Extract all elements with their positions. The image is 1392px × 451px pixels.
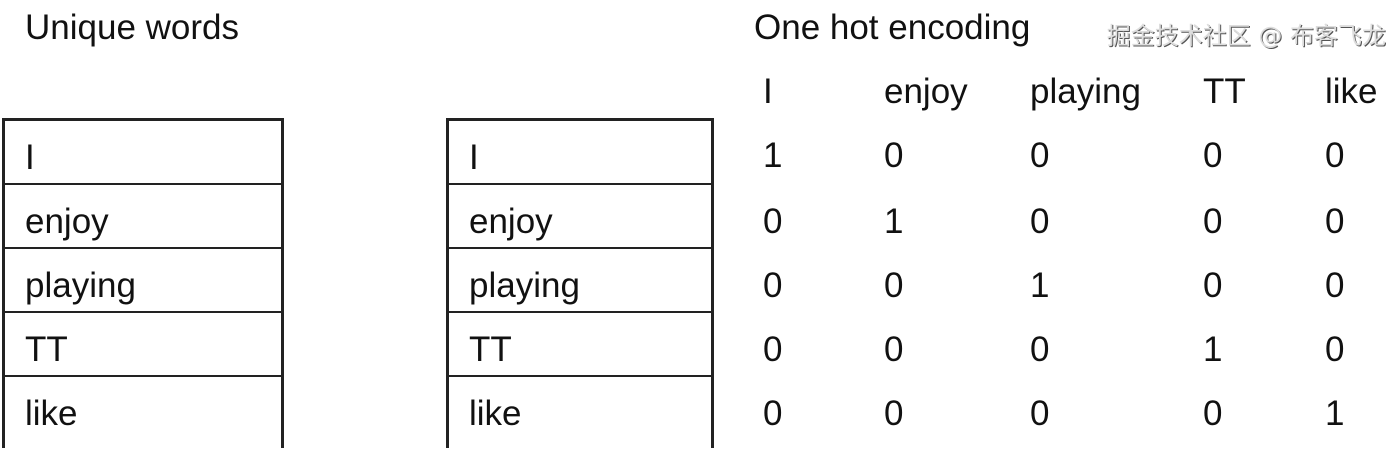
matrix-cell: 0 [763,202,783,241]
matrix-cell: 0 [1030,394,1050,433]
matrix-cell: 0 [1030,330,1050,369]
matrix-cell: 0 [1325,330,1345,369]
table-row: playing [449,249,711,313]
matrix-column-header: I [763,72,773,111]
table-row: I [5,121,281,185]
matrix-column-header: enjoy [884,72,968,111]
matrix-column-header: TT [1203,72,1246,111]
matrix-cell: 0 [1030,202,1050,241]
one-hot-title: One hot encoding [754,8,1031,47]
matrix-cell: 1 [1325,394,1345,433]
table-row: like [469,394,522,433]
matrix-cell: 0 [763,330,783,369]
unique-words-table: I enjoy playing TT like [2,118,284,448]
matrix-cell: 0 [763,266,783,305]
table-row: TT [5,313,281,377]
table-row: enjoy [449,185,711,249]
matrix-cell: 0 [884,394,904,433]
unique-words-title: Unique words [25,8,239,47]
table-row: I [449,121,711,185]
matrix-cell: 0 [884,266,904,305]
matrix-cell: 0 [884,136,904,175]
table-row: enjoy [5,185,281,249]
watermark: 掘金技术社区 @ 布客飞龙 [1106,22,1386,50]
word-index-table: I enjoy playing TT like [446,118,714,448]
matrix-cell: 0 [1325,266,1345,305]
matrix-column-header: like [1325,72,1378,111]
matrix-cell: 0 [1325,136,1345,175]
matrix-cell: 0 [1030,136,1050,175]
matrix-cell: 0 [1203,394,1223,433]
matrix-cell: 0 [763,394,783,433]
matrix-cell: 1 [763,136,783,175]
table-row: playing [5,249,281,313]
matrix-cell: 0 [1203,266,1223,305]
table-row: TT [449,313,711,377]
table-row: like [25,394,78,433]
matrix-cell: 0 [1203,136,1223,175]
matrix-cell: 0 [1203,202,1223,241]
matrix-column-header: playing [1030,72,1141,111]
matrix-cell: 1 [1203,330,1223,369]
matrix-cell: 1 [884,202,904,241]
matrix-cell: 1 [1030,266,1050,305]
matrix-cell: 0 [1325,202,1345,241]
matrix-cell: 0 [884,330,904,369]
